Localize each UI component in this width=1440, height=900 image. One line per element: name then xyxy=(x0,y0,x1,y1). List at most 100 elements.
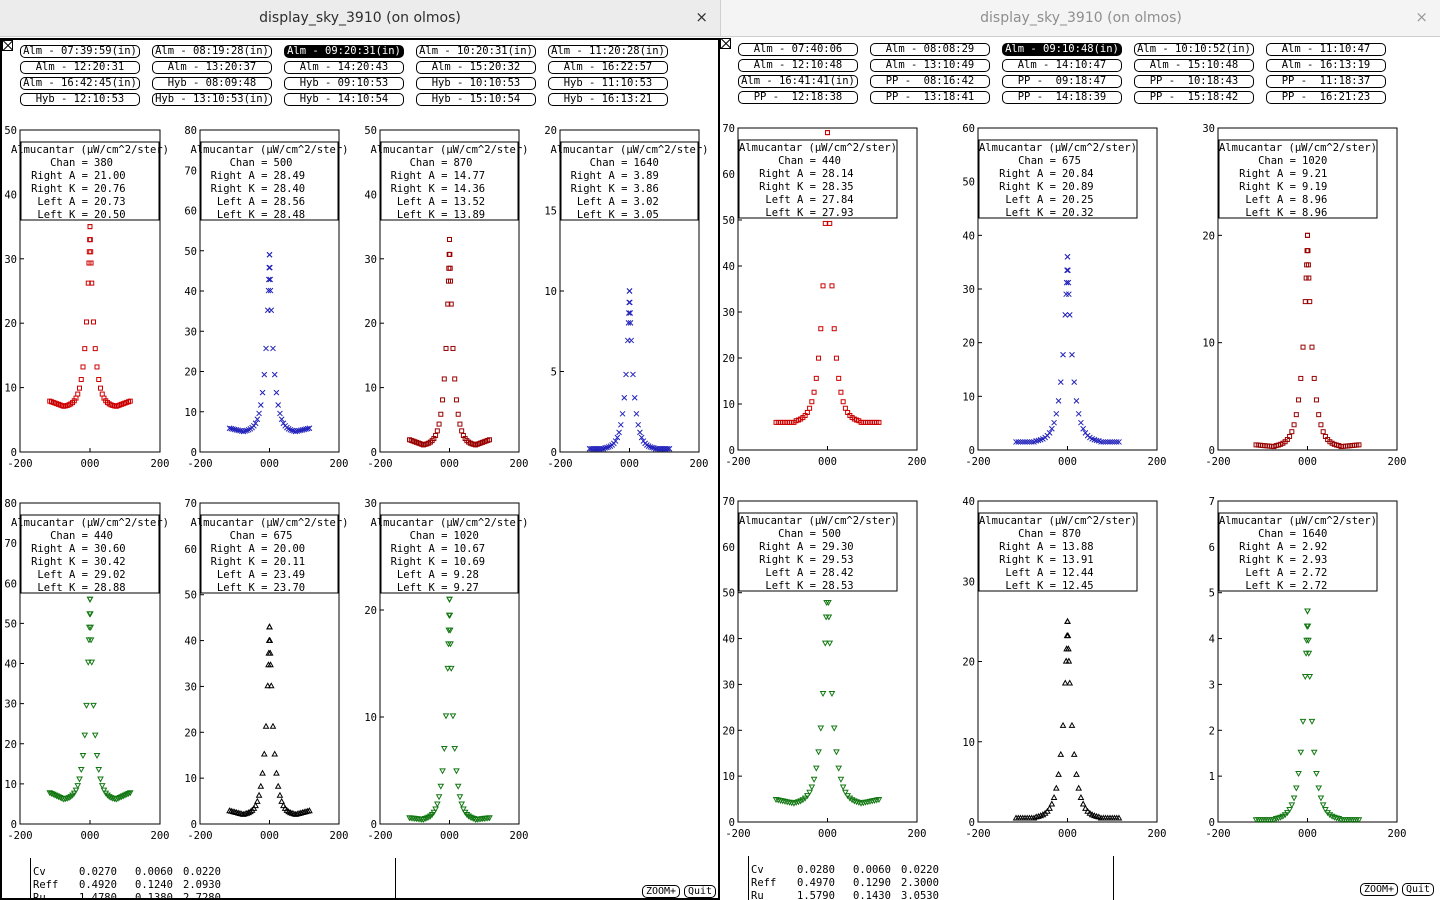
time-select-button[interactable]: Alm - 11:10:47 xyxy=(1266,43,1386,56)
time-select-button[interactable]: Alm - 13:10:49 xyxy=(870,59,990,72)
data-point xyxy=(1301,673,1309,680)
time-select-button[interactable]: Alm - 08:08:29 xyxy=(870,43,990,56)
chan-label: Chan = xyxy=(50,530,88,542)
time-select-button[interactable]: Hyb - 10:10:53 xyxy=(416,77,536,90)
close-icon[interactable]: × xyxy=(695,8,708,26)
x-tick-label: -200 xyxy=(187,830,212,842)
y-tick-label: 70 xyxy=(184,498,197,510)
time-select-button[interactable]: PP - 08:16:42 xyxy=(870,75,990,88)
time-select-button[interactable]: Alm - 15:20:32 xyxy=(416,61,536,74)
time-select-button[interactable]: Alm - 14:20:43 xyxy=(284,61,404,74)
data-point xyxy=(1073,398,1080,404)
time-select-button[interactable]: Alm - 11:20:28(in) xyxy=(548,45,668,58)
stats-cell: Reff xyxy=(33,879,59,891)
data-point xyxy=(1065,645,1072,652)
x-tick-label: 200 xyxy=(908,828,927,840)
data-point xyxy=(86,596,94,603)
right-a-value: 10.67 xyxy=(454,543,486,555)
stats-table[interactable]: Cv 0.0270 0.0060 0.0220 Reff 0.4920 0.1240 2.09… xyxy=(30,858,396,900)
chan-label: Chan = xyxy=(590,157,628,169)
right-k-value: 29.53 xyxy=(822,554,854,566)
chan-label: Chan = xyxy=(230,157,268,169)
stats-table[interactable]: Cv 0.0280 0.0060 0.0220 Reff 0.4970 0.1290 2.30… xyxy=(748,856,1114,900)
time-select-button[interactable]: Alm - 12:20:31 xyxy=(20,61,140,74)
data-point xyxy=(270,345,276,352)
chan-value: 675 xyxy=(1062,155,1081,167)
left-a-label: Left A = xyxy=(37,569,88,581)
time-select-button[interactable]: PP - 15:18:42 xyxy=(1134,91,1254,104)
data-point xyxy=(90,702,97,709)
title-bar[interactable]: display_sky_3910 (on olmos) × xyxy=(720,0,1440,37)
stats-cell: 2.7280 xyxy=(183,892,221,900)
stats-cell: 0.1380 xyxy=(135,892,173,900)
data-point xyxy=(830,725,838,732)
time-select-button[interactable]: Alm - 12:10:48 xyxy=(738,59,858,72)
time-select-button[interactable]: Alm - 10:20:31(in) xyxy=(416,45,536,58)
zoom-button[interactable]: ZOOM+ xyxy=(1360,883,1398,896)
data-point xyxy=(1063,279,1070,286)
time-select-button[interactable]: PP - 16:21:23 xyxy=(1266,91,1386,104)
time-select-button[interactable]: Hyb - 08:09:48 xyxy=(152,77,272,90)
close-box-icon[interactable] xyxy=(720,38,731,49)
quit-button[interactable]: Quit xyxy=(684,885,716,898)
time-select-button[interactable]: PP - 14:18:39 xyxy=(1002,91,1122,104)
data-point xyxy=(447,665,455,672)
data-point xyxy=(269,722,277,729)
time-select-button[interactable]: Alm - 16:41:41(in) xyxy=(738,75,858,88)
time-select-button[interactable]: Alm - 16:42:45(in) xyxy=(20,77,140,90)
data-point xyxy=(434,428,440,434)
data-point xyxy=(1313,770,1320,777)
time-select-button[interactable]: Alm - 15:10:48 xyxy=(1134,59,1254,72)
y-tick-label: 20 xyxy=(962,657,975,669)
data-point xyxy=(1059,721,1067,728)
time-select-button[interactable]: Hyb - 11:10:53 xyxy=(548,77,668,90)
data-point xyxy=(277,410,283,417)
chart-panel: 0 1 2 3 4 5 6 7 -200 000 200 Almucantar (µW/cm^2/st… xyxy=(1205,496,1406,840)
time-select-button[interactable]: Hyb - 09:10:53 xyxy=(284,77,404,90)
time-select-button[interactable]: Alm - 09:10:48(in) xyxy=(1002,43,1122,56)
y-tick-label: 70 xyxy=(184,165,197,177)
data-point xyxy=(247,808,254,815)
time-select-button[interactable]: PP - 13:18:41 xyxy=(870,91,990,104)
data-point xyxy=(1077,793,1085,801)
time-select-button[interactable]: Hyb - 15:10:54 xyxy=(416,93,536,106)
quit-button[interactable]: Quit xyxy=(1402,883,1434,896)
time-select-button[interactable]: Hyb - 16:13:21 xyxy=(548,93,668,106)
time-select-button[interactable]: Alm - 13:20:37 xyxy=(152,61,272,74)
stats-cell: 0.1290 xyxy=(853,877,891,889)
time-select-button[interactable]: Alm - 08:19:28(in) xyxy=(152,45,272,58)
y-tick-label: 60 xyxy=(4,578,17,590)
y-tick-label: 30 xyxy=(722,679,735,691)
time-select-button[interactable]: Alm - 07:39:59(in) xyxy=(20,45,140,58)
time-select-button[interactable]: PP - 09:18:47 xyxy=(1002,75,1122,88)
title-bar[interactable]: display_sky_3910 (on olmos) × xyxy=(0,0,720,37)
data-point xyxy=(1028,439,1035,445)
y-tick-label: 0 xyxy=(191,447,197,459)
y-tick-label: 30 xyxy=(184,681,197,693)
left-k-label: Left K = xyxy=(1245,207,1296,219)
legend-title: Almucantar (µW/cm^2/ster) xyxy=(190,517,348,529)
time-select-button[interactable]: PP - 10:18:43 xyxy=(1134,75,1254,88)
zoom-button[interactable]: ZOOM+ xyxy=(642,885,680,898)
time-select-button[interactable]: PP - 12:18:38 xyxy=(738,91,858,104)
data-point xyxy=(266,264,273,271)
time-select-button[interactable]: Hyb - 13:10:53(in) xyxy=(152,93,272,106)
data-point xyxy=(825,130,830,136)
x-tick-label: 200 xyxy=(510,458,529,470)
close-box-icon[interactable] xyxy=(2,40,13,51)
time-select-button[interactable]: Hyb - 14:10:54 xyxy=(284,93,404,106)
data-point xyxy=(1052,784,1060,791)
close-icon[interactable]: × xyxy=(1415,8,1428,26)
left-k-value: 28.53 xyxy=(822,580,854,592)
time-select-button[interactable]: Alm - 10:10:52(in) xyxy=(1134,43,1254,56)
time-select-button[interactable]: Hyb - 12:10:53 xyxy=(20,93,140,106)
data-point xyxy=(92,346,98,352)
data-point xyxy=(70,790,78,797)
time-select-button[interactable]: Alm - 16:22:57 xyxy=(548,61,668,74)
time-select-button[interactable]: Alm - 07:40:06 xyxy=(738,43,858,56)
time-select-button[interactable]: Alm - 16:13:19 xyxy=(1266,59,1386,72)
time-select-button[interactable]: Alm - 09:20:31(in) xyxy=(284,45,404,58)
time-select-button[interactable]: PP - 11:18:37 xyxy=(1266,75,1386,88)
data-point xyxy=(1322,807,1329,814)
time-select-button[interactable]: Alm - 14:10:47 xyxy=(1002,59,1122,72)
